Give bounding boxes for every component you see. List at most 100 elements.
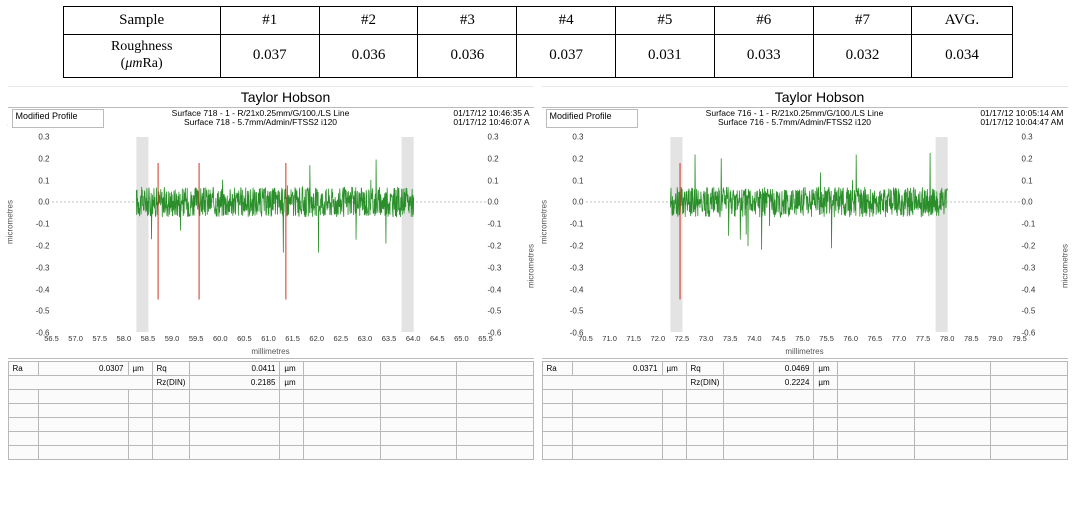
plot-wrap: micrometresmicrometresmillimetres0.30.30… xyxy=(542,129,1068,359)
rq-unit: µm xyxy=(280,362,304,376)
xtick: 57.5 xyxy=(92,334,107,343)
ytick-right: -0.2 xyxy=(488,242,524,251)
plot-area xyxy=(586,137,1020,332)
table-header-row: Sample #1 #2 #3 #4 #5 #6 #7 AVG. xyxy=(63,7,1012,35)
chart-header-mid: Surface 718 - 1 - R/21x0.25mm/G/100./LS … xyxy=(104,109,418,129)
col-2: #2 xyxy=(319,7,418,35)
xtick: 73.5 xyxy=(723,334,738,343)
xtick: 77.5 xyxy=(916,334,931,343)
val-3: 0.036 xyxy=(418,35,517,78)
ra-value: 0.0371 xyxy=(572,362,662,376)
ytick: -0.5 xyxy=(556,307,584,316)
rzdin-label: Rz(DIN) xyxy=(152,376,190,390)
rzdin-label: Rz(DIN) xyxy=(686,376,724,390)
profile-box: Modified Profile xyxy=(546,109,638,129)
ytick: 0.3 xyxy=(556,133,584,142)
chart-panel-right: Taylor HobsonModified ProfileSurface 716… xyxy=(542,86,1068,461)
chart-header-ts: 01/17/12 10:05:14 AM01/17/12 10:04:47 AM xyxy=(952,109,1064,129)
xtick: 74.0 xyxy=(747,334,762,343)
ytick: -0.1 xyxy=(22,220,50,229)
rq-label: Rq xyxy=(686,362,724,376)
chart-panel-left: Taylor HobsonModified ProfileSurface 718… xyxy=(8,86,534,461)
rq-label: Rq xyxy=(152,362,190,376)
ytick: -0.5 xyxy=(22,307,50,316)
xtick: 63.5 xyxy=(382,334,397,343)
xtick: 58.5 xyxy=(141,334,156,343)
xtick: 70.5 xyxy=(578,334,593,343)
rzdin-value: 0.2185 xyxy=(190,376,280,390)
xtick: 62.0 xyxy=(309,334,324,343)
col-1: #1 xyxy=(220,7,319,35)
row-label: Roughness (μmRa) xyxy=(63,35,220,78)
xtick: 56.5 xyxy=(44,334,59,343)
col-7: #7 xyxy=(813,7,912,35)
val-6: 0.033 xyxy=(714,35,813,78)
ra-label: Ra xyxy=(8,362,38,376)
ytick: -0.2 xyxy=(556,242,584,251)
xtick: 65.5 xyxy=(478,334,493,343)
xtick: 63.0 xyxy=(358,334,373,343)
results-table: Ra0.0371µmRq0.0469µmRz(DIN)0.2224µm xyxy=(542,361,1068,460)
xtick: 61.0 xyxy=(261,334,276,343)
ytick: -0.1 xyxy=(556,220,584,229)
row-label-line2: (μmRa) xyxy=(121,56,163,71)
chart-header-ts: 01/17/12 10:46:35 A01/17/12 10:46:07 A xyxy=(418,109,530,129)
xtick: 57.0 xyxy=(68,334,83,343)
xtick: 79.0 xyxy=(988,334,1003,343)
ytick-right: -0.1 xyxy=(1022,220,1058,229)
xtick: 60.0 xyxy=(213,334,228,343)
charts-row: Taylor HobsonModified ProfileSurface 718… xyxy=(8,86,1068,461)
xtick: 75.0 xyxy=(795,334,810,343)
xtick: 77.0 xyxy=(892,334,907,343)
x-axis-label: millimetres xyxy=(251,347,289,356)
ra-unit: µm xyxy=(662,362,686,376)
ytick-right: -0.1 xyxy=(488,220,524,229)
ytick-right: 0.1 xyxy=(1022,176,1058,185)
ytick: -0.4 xyxy=(556,285,584,294)
xtick: 76.0 xyxy=(843,334,858,343)
ytick-right: -0.6 xyxy=(488,329,524,338)
ytick-right: -0.6 xyxy=(1022,329,1058,338)
ytick-right: -0.4 xyxy=(488,285,524,294)
ytick: 0.0 xyxy=(556,198,584,207)
xtick: 65.0 xyxy=(454,334,469,343)
xtick: 60.5 xyxy=(237,334,252,343)
ytick-right: -0.3 xyxy=(488,263,524,272)
rzdin-unit: µm xyxy=(814,376,838,390)
xtick: 72.5 xyxy=(675,334,690,343)
ytick-right: 0.1 xyxy=(488,176,524,185)
val-avg: 0.034 xyxy=(912,35,1012,78)
ytick-right: 0.3 xyxy=(488,133,524,142)
col-6: #6 xyxy=(714,7,813,35)
xtick: 62.5 xyxy=(334,334,349,343)
val-4: 0.037 xyxy=(517,35,616,78)
ytick: 0.3 xyxy=(22,133,50,142)
ytick-right: 0.2 xyxy=(488,154,524,163)
roughness-table: Sample #1 #2 #3 #4 #5 #6 #7 AVG. Roughne… xyxy=(63,6,1013,78)
xtick: 64.5 xyxy=(430,334,445,343)
val-2: 0.036 xyxy=(319,35,418,78)
col-3: #3 xyxy=(418,7,517,35)
ytick-right: 0.3 xyxy=(1022,133,1058,142)
ra-label: Ra xyxy=(542,362,572,376)
col-5: #5 xyxy=(616,7,715,35)
col-4: #4 xyxy=(517,7,616,35)
xtick: 59.5 xyxy=(189,334,204,343)
xtick: 78.0 xyxy=(940,334,955,343)
rq-unit: µm xyxy=(814,362,838,376)
ytick: 0.2 xyxy=(556,154,584,163)
xtick: 76.5 xyxy=(868,334,883,343)
ytick: 0.1 xyxy=(22,176,50,185)
val-5: 0.031 xyxy=(616,35,715,78)
results-table: Ra0.0307µmRq0.0411µmRz(DIN)0.2185µm xyxy=(8,361,534,460)
xtick: 74.5 xyxy=(771,334,786,343)
chart-brand-title: Taylor Hobson xyxy=(8,87,534,107)
ytick-right: 0.2 xyxy=(1022,154,1058,163)
y-axis-label: micrometres xyxy=(5,200,14,244)
ytick-right: -0.5 xyxy=(1022,307,1058,316)
ytick: 0.1 xyxy=(556,176,584,185)
xtick: 61.5 xyxy=(285,334,300,343)
chart-header-row: Modified ProfileSurface 718 - 1 - R/21x0… xyxy=(8,107,534,130)
ytick-right: -0.4 xyxy=(1022,285,1058,294)
xtick: 73.0 xyxy=(699,334,714,343)
